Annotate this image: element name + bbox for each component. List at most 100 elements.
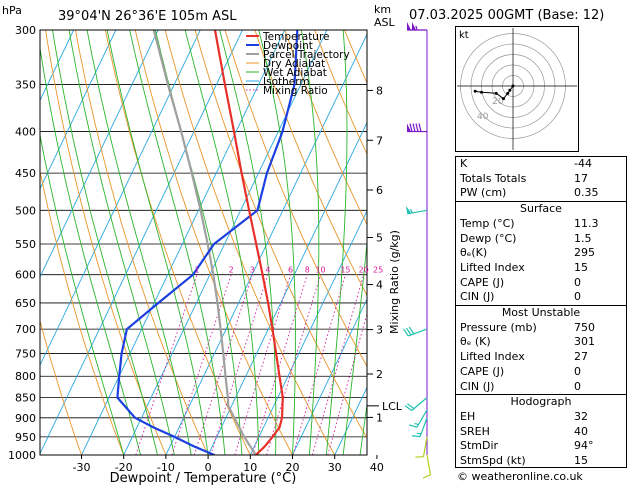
- legend-label: Isotherm: [263, 76, 310, 88]
- hodograph-point: [511, 84, 515, 88]
- index-row: θₑ(K) 295: [456, 246, 626, 261]
- mixing-ratio-axis-title: Mixing Ratio (g/kg): [388, 230, 401, 334]
- dewpoint-line: [116, 30, 299, 455]
- pressure-tick-label: 400: [15, 126, 36, 139]
- index-label: CIN (J): [460, 379, 495, 393]
- height-tick-label: 4: [376, 279, 383, 292]
- index-value: 32: [574, 409, 588, 423]
- wind-barb-full: [415, 123, 419, 132]
- mixing-ratio-label: 10: [315, 266, 325, 275]
- background-lines: [40, 30, 443, 455]
- isotherm-line: [165, 33, 367, 455]
- pressure-tick-label: 750: [15, 347, 36, 360]
- temperature-tick-label: 30: [328, 461, 342, 474]
- index-value: 295: [574, 246, 595, 260]
- wet-adiabat-line: [106, 30, 209, 455]
- mixing-ratio-label: 4: [265, 266, 270, 275]
- index-label: StmDir: [460, 439, 499, 453]
- pressure-tick-label: 700: [15, 323, 36, 336]
- wind-barb: [422, 454, 432, 479]
- hodograph-point: [506, 91, 510, 95]
- wind-barb: [411, 417, 428, 438]
- index-value: 0: [574, 379, 581, 393]
- plot-frame: [39, 29, 368, 456]
- index-value: 94°: [574, 439, 594, 453]
- hodograph-point: [473, 89, 477, 93]
- mixing-ratio-label: 20: [359, 266, 369, 275]
- hodograph-ring-label: 20: [492, 97, 504, 107]
- index-value: 301: [574, 335, 595, 349]
- wet-adiabat-line: [377, 30, 443, 455]
- wind-barb-half: [410, 208, 413, 214]
- isotherm-line: [292, 298, 367, 455]
- wind-barb-full: [418, 123, 422, 132]
- wind-barb-staff: [426, 454, 432, 475]
- pressure-tick-label: 350: [15, 78, 36, 91]
- pressure-tick-label: 950: [15, 431, 36, 444]
- wind-barb-staff: [408, 328, 428, 337]
- x-axis-title: Dewpoint / Temperature (°C): [110, 471, 297, 486]
- wind-barb-pennant: [407, 22, 411, 30]
- dry-adiabat-line: [224, 30, 367, 368]
- wet-adiabat-line: [359, 401, 367, 455]
- wind-barb-staff: [422, 436, 428, 457]
- index-row: EH 32: [456, 410, 626, 425]
- index-label: Pressure (mb): [460, 320, 537, 334]
- wet-adiabat-line: [40, 45, 142, 455]
- dry-adiabat-line: [194, 30, 367, 440]
- index-label: EH: [460, 409, 476, 423]
- wind-barb-staff: [416, 409, 428, 428]
- datetime-label: 07.03.2025 00GMT (Base: 12): [409, 8, 605, 23]
- mixing-ratio-label: 15: [340, 266, 350, 275]
- dry-adiabat-line: [314, 30, 367, 155]
- wet-adiabat-line: [300, 30, 320, 455]
- wind-barb: [415, 436, 428, 458]
- mixing-ratio-label: 2: [229, 266, 234, 275]
- index-row: CIN (J) 0: [456, 290, 626, 305]
- mixing-ratio-line: [252, 274, 308, 455]
- pressure-axis: 300 350 400 450 500 550 600 650 700 750 800 850 900 9…: [8, 24, 36, 462]
- height-tick-label: 3: [376, 324, 383, 337]
- temperature-tick-label: 40: [370, 461, 384, 474]
- wind-barb-pennant: [412, 22, 416, 30]
- wind-barbs: [403, 22, 432, 479]
- index-row: StmSpd (kt) 15: [456, 454, 626, 469]
- hodograph-heading: Hodograph: [456, 394, 626, 410]
- wet-adiabat-line: [325, 30, 348, 455]
- wind-barb-full: [422, 474, 431, 479]
- index-row: PW (cm) 0.35: [456, 186, 626, 201]
- pressure-unit-label: hPa: [2, 4, 22, 17]
- hodograph-point: [494, 91, 498, 95]
- index-value: 17: [574, 171, 588, 185]
- height-tick-label: 1: [376, 411, 383, 424]
- index-value: 0.35: [574, 186, 599, 200]
- dry-adiabat-line: [45, 30, 167, 455]
- most-unstable-heading: Most Unstable: [456, 305, 626, 321]
- mixing-ratio-label: 1: [194, 266, 199, 275]
- pressure-tick-label: 800: [15, 370, 36, 383]
- hodograph-point: [502, 97, 506, 101]
- index-label: Lifted Index: [460, 260, 525, 274]
- dry-adiabat-line: [40, 169, 125, 455]
- dry-adiabat-line: [104, 30, 251, 455]
- index-row: Lifted Index 27: [456, 350, 626, 365]
- index-label: K: [460, 157, 468, 170]
- index-value: 0: [574, 290, 581, 304]
- temperature-tick-label: -20: [115, 461, 133, 474]
- wind-barb-full: [403, 328, 409, 337]
- index-label: CIN (J): [460, 290, 495, 304]
- index-row: StmDir 94°: [456, 439, 626, 454]
- pressure-tick-label: 650: [15, 297, 36, 310]
- legend-label: Parcel Trajectory: [263, 49, 350, 61]
- index-row: CIN (J) 0: [456, 380, 626, 395]
- dry-adiabat-line: [164, 30, 336, 455]
- isotherm-line: [40, 30, 117, 190]
- profile-lines: [116, 30, 299, 455]
- wind-barb-pennant: [407, 123, 411, 132]
- mixing-ratio-label: 6: [288, 266, 293, 275]
- mixing-ratio-line: [311, 274, 365, 455]
- height-tick-label: 5: [376, 231, 383, 244]
- index-value: 15: [574, 260, 588, 274]
- index-row: Lifted Index 15: [456, 261, 626, 276]
